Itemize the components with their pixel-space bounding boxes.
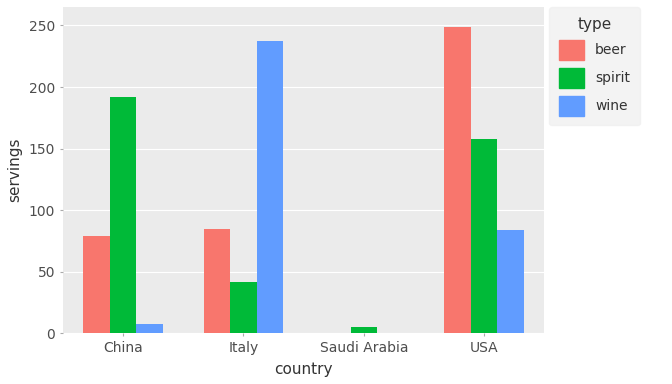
Bar — [257, 41, 283, 333]
Bar — [110, 97, 136, 333]
X-axis label: country: country — [274, 362, 333, 377]
Bar — [83, 236, 110, 333]
Bar — [471, 139, 497, 333]
Bar — [497, 230, 524, 333]
Legend: beer, spirit, wine: beer, spirit, wine — [549, 7, 640, 125]
Bar — [351, 327, 377, 333]
Bar — [204, 229, 230, 333]
Y-axis label: servings: servings — [7, 138, 22, 202]
Bar — [136, 324, 163, 333]
Bar — [444, 26, 471, 333]
Bar — [230, 282, 257, 333]
